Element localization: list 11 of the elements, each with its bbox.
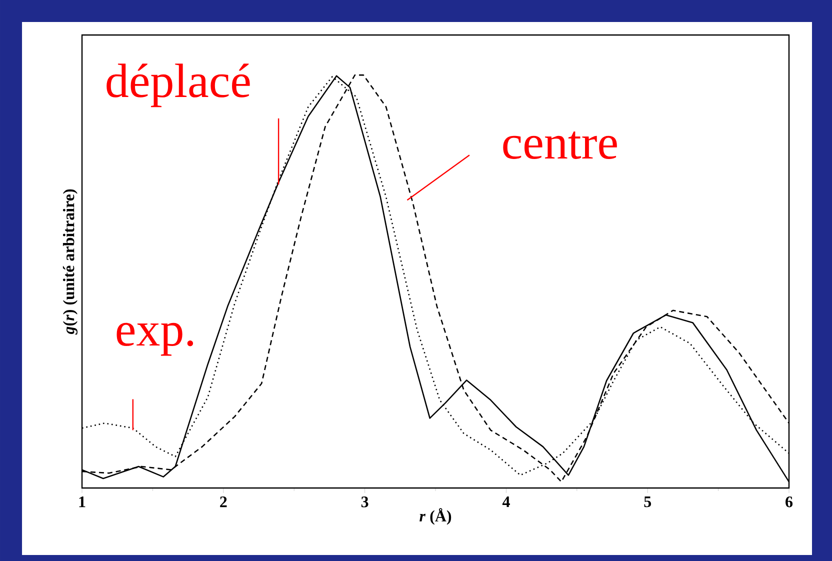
x-tick-label: 6 <box>786 496 793 508</box>
y-axis-title: g(r) (unité arbitraire) <box>62 189 78 335</box>
series-label: déplacé <box>106 64 250 108</box>
x-tick-label: 5 <box>644 496 652 508</box>
x-axis-title: r (Å) <box>420 508 452 525</box>
text: centre <box>503 132 617 159</box>
x-tick-label: 2 <box>220 496 227 508</box>
x-tick-label: 4 <box>502 496 510 508</box>
x-tick-label: 3 <box>361 496 368 508</box>
series-label: exp. <box>116 322 194 356</box>
x-tick-label: 1 <box>79 496 86 508</box>
